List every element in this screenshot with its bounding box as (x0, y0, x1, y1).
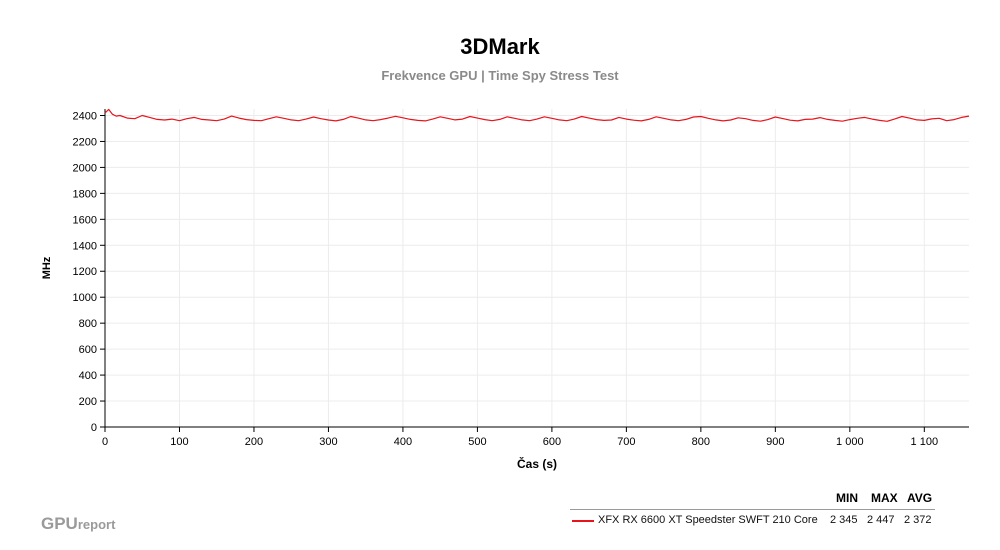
y-axis-label: MHz (41, 256, 53, 279)
y-tick-label: 600 (79, 344, 97, 356)
y-tick-label: 200 (79, 396, 97, 408)
x-tick-label: 200 (245, 436, 263, 448)
x-tick-label: 800 (692, 436, 710, 448)
logo-main-text: GPU (41, 514, 78, 533)
x-tick-label: 100 (170, 436, 188, 448)
logo-sub-text: report (77, 517, 116, 532)
legend-series-min: 2 345 (830, 514, 858, 526)
legend-divider (570, 509, 935, 510)
gpureport-logo: GPUreport (41, 514, 115, 534)
x-tick-label: 900 (766, 436, 784, 448)
y-tick-label: 2200 (73, 136, 97, 148)
y-tick-label: 1600 (73, 214, 97, 226)
legend-series-max: 2 447 (867, 514, 895, 526)
chart-subtitle: Frekvence GPU | Time Spy Stress Test (381, 68, 619, 83)
y-tick-label: 800 (79, 318, 97, 330)
legend-series-avg: 2 372 (904, 514, 932, 526)
x-tick-label: 1 100 (911, 436, 939, 448)
chart-title: 3DMark (460, 34, 540, 59)
legend-series-name: XFX RX 6600 XT Speedster SWFT 210 Core (598, 514, 818, 526)
y-tick-label: 2400 (73, 110, 97, 122)
legend-series-swatch (572, 520, 594, 522)
series-line (104, 108, 970, 122)
legend-header-max: MAX (871, 491, 898, 505)
x-tick-label: 0 (102, 436, 108, 448)
x-tick-label: 300 (319, 436, 337, 448)
x-axis-label: Čas (s) (517, 456, 557, 471)
y-tick-label: 0 (91, 422, 97, 434)
y-tick-label: 1200 (73, 266, 97, 278)
y-tick-label: 1400 (73, 240, 97, 252)
x-tick-label: 700 (617, 436, 635, 448)
x-tick-label: 500 (468, 436, 486, 448)
y-tick-label: 1000 (73, 292, 97, 304)
x-tick-label: 600 (543, 436, 561, 448)
legend-header-avg: AVG (907, 491, 933, 505)
y-tick-label: 400 (79, 370, 97, 382)
x-tick-label: 1 000 (836, 436, 864, 448)
legend-header-min: MIN (836, 491, 858, 505)
y-tick-label: 2000 (73, 162, 97, 174)
x-tick-label: 400 (394, 436, 412, 448)
y-tick-label: 1800 (73, 188, 97, 200)
